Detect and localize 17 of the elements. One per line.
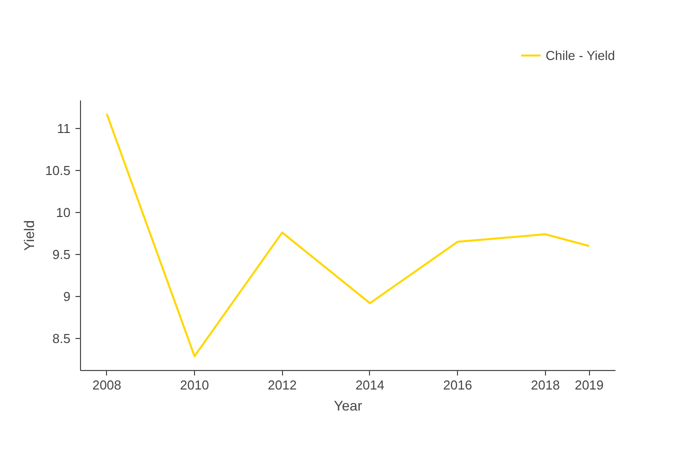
y-tick-label: 9.5 bbox=[52, 246, 71, 262]
x-tick-label: 2010 bbox=[180, 378, 209, 392]
x-tick-label: 2008 bbox=[92, 378, 122, 392]
y-tick-label: 10 bbox=[56, 204, 71, 220]
y-axis-title: Yield bbox=[21, 220, 38, 251]
x-tick-label: 2012 bbox=[268, 378, 297, 392]
x-axis-title: Year bbox=[334, 398, 362, 414]
x-tick-label: 2019 bbox=[574, 378, 604, 392]
line-series bbox=[106, 112, 590, 358]
x-tick-label: 2016 bbox=[443, 378, 472, 392]
x-tick-label: 2014 bbox=[355, 378, 384, 392]
y-tick-label: 10.5 bbox=[45, 162, 71, 178]
x-tick-label: 2018 bbox=[530, 378, 560, 392]
y-tick-label: 8.5 bbox=[52, 331, 71, 346]
y-tick-label: 11 bbox=[57, 120, 71, 136]
legend-label: Chile - Yield bbox=[546, 48, 615, 62]
y-tick-label: 9 bbox=[63, 288, 71, 304]
